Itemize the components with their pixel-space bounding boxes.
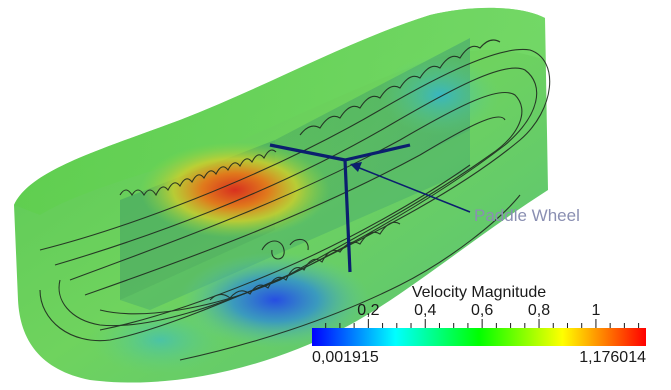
colorbar-tick-label: 1: [591, 302, 601, 319]
high-velocity-region: [140, 142, 330, 238]
mid-velocity-region: [380, 55, 500, 135]
colorbar-ticks: [325, 319, 640, 328]
colorbar-max-label: 1,176014: [579, 349, 646, 366]
annotation-leader: [351, 164, 471, 213]
colorbar-gradient: [312, 328, 646, 346]
colorbar: [312, 319, 646, 346]
colorbar-tick-label: 0,8: [527, 302, 551, 319]
colorbar-tick-label: 0,2: [357, 302, 380, 319]
mid-velocity-region-2: [90, 305, 230, 375]
annotation-arrow-head: [350, 162, 362, 172]
colorbar-title: Velocity Magnitude: [411, 284, 547, 301]
low-velocity-region: [180, 252, 370, 348]
colorbar-tick-label: 0,6: [471, 302, 494, 319]
colorbar-tick-label: 0,4: [414, 302, 437, 319]
paddle-wheel-label: Paddle Wheel: [474, 206, 580, 225]
paddle-wheel: [269, 143, 411, 273]
colorbar-min-label: 0,001915: [312, 349, 379, 366]
